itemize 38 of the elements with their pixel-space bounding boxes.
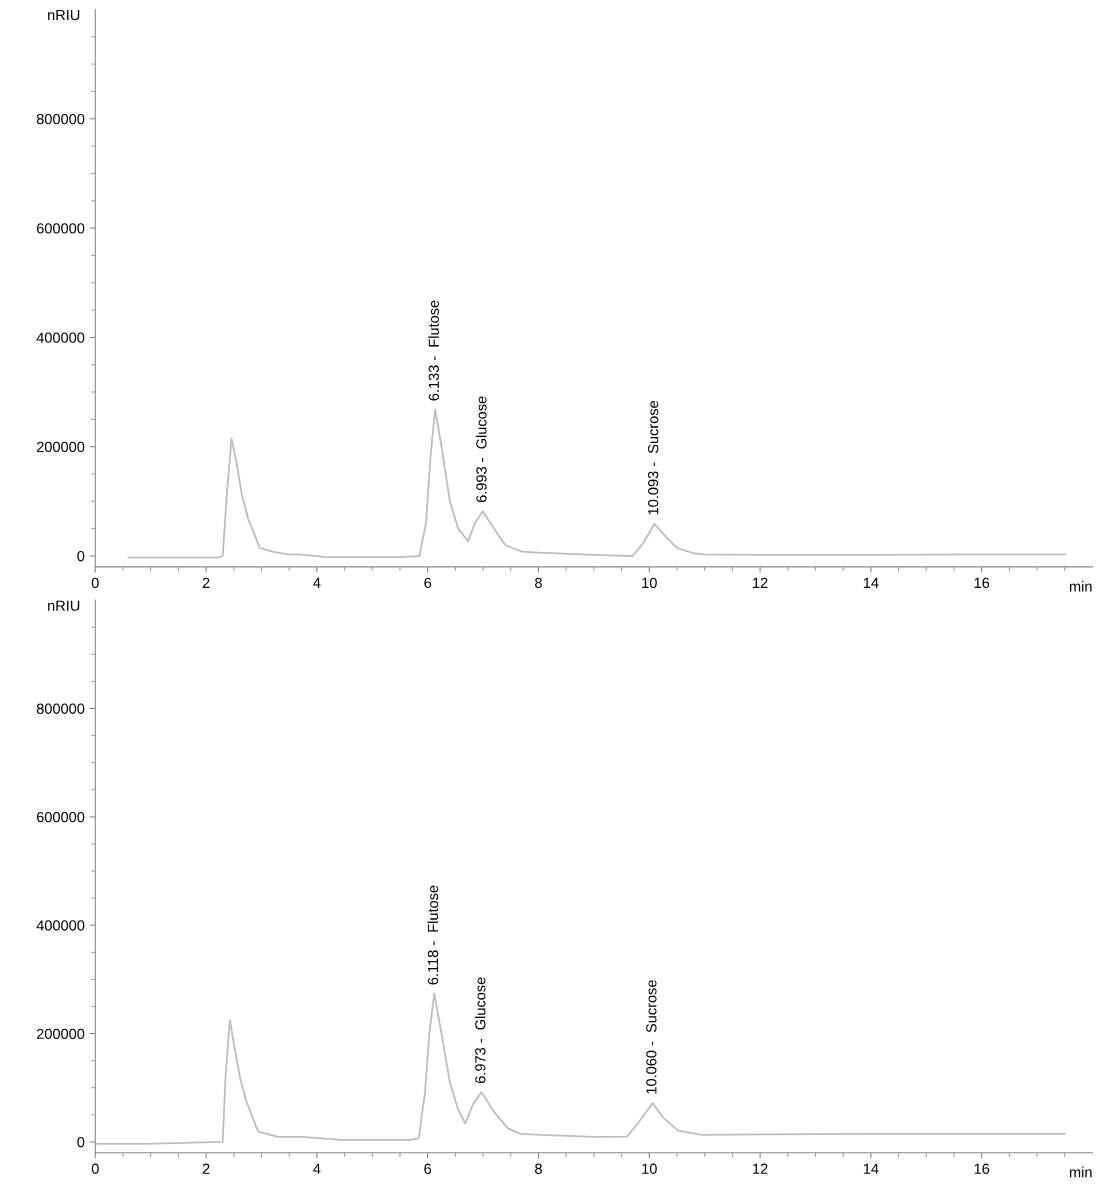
y-axis-title: nRIU — [48, 10, 80, 21]
x-tick-label: 4 — [313, 1163, 321, 1174]
x-tick-label: 8 — [535, 577, 542, 589]
y-tick-label: 400000 — [36, 332, 85, 343]
x-tick-label: 2 — [202, 1163, 210, 1174]
y-tick-label: 600000 — [36, 223, 85, 234]
y-axis-title: nRIU — [48, 600, 80, 611]
y-tick-label: 0 — [77, 551, 85, 562]
x-tick-label: 10 — [642, 1163, 657, 1174]
y-tick-label: 200000 — [36, 441, 85, 453]
x-tick-label: 4 — [313, 577, 321, 588]
x-axis-title: min — [1069, 1166, 1092, 1178]
y-tick-label: 600000 — [36, 811, 85, 823]
y-tick-label: 800000 — [36, 113, 85, 125]
y-tick-label: 800000 — [36, 703, 85, 714]
x-tick-label: 6 — [424, 1163, 432, 1174]
annotation: 6.133 - Flutose — [428, 300, 439, 401]
annotation: 6.118 - Flutose — [427, 885, 439, 985]
annotation: 10.060 - Sucrose — [646, 980, 657, 1094]
x-tick-label: 10 — [642, 577, 657, 589]
x-tick-label: 0 — [91, 1163, 99, 1174]
x-tick-label: 16 — [974, 1163, 990, 1174]
x-tick-label: 0 — [91, 577, 99, 589]
x-tick-label: 14 — [863, 577, 879, 588]
x-tick-label: 16 — [974, 577, 990, 589]
x-tick-label: 8 — [535, 1163, 542, 1174]
x-axis-title: min — [1069, 580, 1092, 592]
x-tick-label: 12 — [753, 577, 768, 588]
x-tick-label: 6 — [424, 577, 432, 589]
y-tick-label: 200000 — [36, 1028, 85, 1040]
y-tick-label: 400000 — [36, 920, 85, 931]
x-tick-label: 2 — [202, 577, 210, 588]
annotation: 10.093 - Sucrose — [648, 400, 659, 515]
x-tick-label: 12 — [753, 1163, 768, 1174]
annotation: 6.973 - Glucose — [474, 977, 486, 1084]
y-tick-label: 0 — [77, 1137, 85, 1148]
annotation: 6.993 - Glucose — [475, 396, 487, 503]
x-tick-label: 14 — [863, 1163, 879, 1174]
